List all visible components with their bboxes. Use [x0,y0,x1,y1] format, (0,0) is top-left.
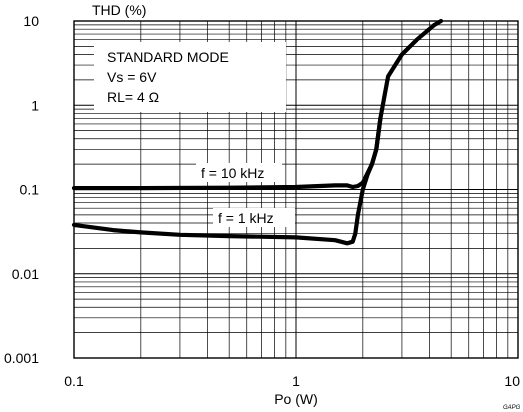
y-tick-label: 0.001 [4,350,39,366]
x-axis-label: Po (W) [274,391,318,407]
series-line-1 [71,116,383,246]
y-tick-label: 0.01 [12,266,39,282]
series-label-1khz-bg [213,208,295,227]
x-tick-label: 0.1 [64,373,84,389]
watermark-text: GAPG [503,405,521,411]
y-tick-label: 10 [23,13,39,29]
x-tick-labels: 0.1 1 10 [64,373,520,389]
series-label-1khz-text: f = 1 kHz [218,210,274,226]
y-tick-labels: 10 1 0.1 0.01 0.001 [4,13,39,366]
series-label-10khz: f = 10 kHz [196,163,282,182]
y-tick-label: 0.1 [20,182,40,198]
series-label-1khz: f = 1 kHz [213,208,295,227]
conditions-box-bg [94,42,286,112]
x-tick-label: 10 [504,373,520,389]
series-label-10khz-bg [196,163,282,182]
condition-supply: Vs = 6V [107,69,157,85]
series-label-10khz-text: f = 10 kHz [201,165,264,181]
condition-load: RL= 4 Ω [107,89,159,105]
conditions-box: STANDARD MODE Vs = 6V RL= 4 Ω [94,42,286,112]
y-tick-label: 1 [31,97,39,113]
x-tick-label: 1 [292,373,300,389]
series-layer [71,18,444,246]
condition-mode: STANDARD MODE [107,49,229,65]
y-axis-label: THD (%) [92,2,146,18]
